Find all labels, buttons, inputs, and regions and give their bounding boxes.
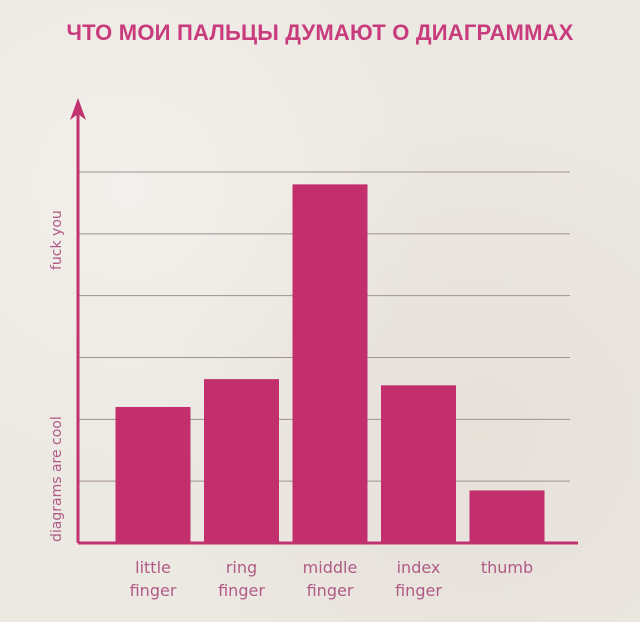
x-tick-label: thumb — [481, 558, 533, 577]
x-tick-label: little finger — [130, 558, 177, 600]
x-tick-label-line: finger — [395, 581, 442, 600]
x-tick-label-line: middle — [303, 558, 358, 577]
x-tick-label-line: little — [135, 558, 171, 577]
bars — [115, 184, 545, 543]
x-tick-label-line: index — [397, 558, 441, 577]
bar-3 — [381, 385, 456, 543]
bar-2 — [292, 184, 368, 543]
x-tick-labels: little finger ring finger middle finger index f… — [130, 558, 534, 600]
x-tick-label: index finger — [395, 558, 442, 600]
x-tick-label-line: ring — [226, 558, 257, 577]
x-tick-label-line: finger — [218, 581, 265, 600]
y-annotation-fuck-you: fuck you — [49, 210, 65, 270]
bar-0 — [115, 406, 191, 543]
chart-title: ЧТО МОИ ПАЛЬЦЫ ДУМАЮТ О ДИАГРАММАХ — [66, 20, 574, 45]
y-axis-arrow-icon — [70, 98, 86, 120]
x-tick-label: ring finger — [218, 558, 265, 600]
x-tick-label-line: finger — [130, 581, 177, 600]
x-tick-label-line: thumb — [481, 558, 533, 577]
bar-4 — [469, 490, 545, 543]
y-annotation-diagrams-are-cool: diagrams are cool — [49, 416, 65, 542]
bar-1 — [204, 379, 279, 543]
x-tick-label-line: finger — [307, 581, 354, 600]
x-tick-label: middle finger — [303, 558, 358, 600]
